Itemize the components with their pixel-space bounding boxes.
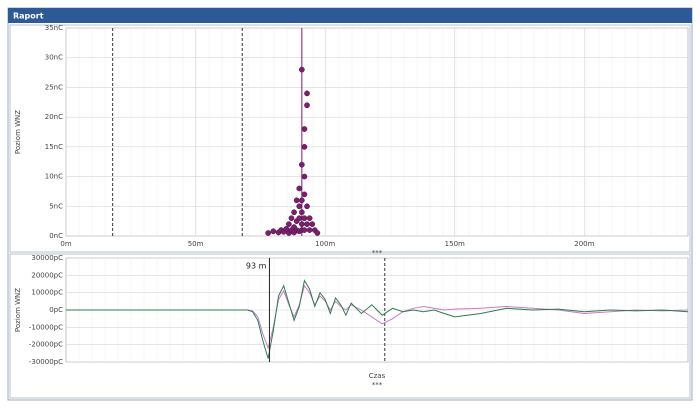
y-tick-label: 10000pC — [31, 289, 63, 297]
data-point — [291, 209, 297, 216]
data-point — [296, 215, 303, 222]
x-caption: *** — [372, 381, 383, 389]
marker-label: 93 m — [246, 262, 267, 271]
x-axis-label: Czas — [369, 372, 386, 380]
series-line — [66, 279, 689, 359]
data-point — [288, 215, 295, 222]
data-point — [298, 161, 305, 168]
y-tick-label: 0pC — [49, 306, 63, 314]
title-bar — [8, 8, 692, 23]
series-line — [66, 284, 689, 350]
data-point — [304, 203, 310, 210]
y-tick-label: -20000pC — [29, 341, 63, 349]
data-point — [296, 185, 303, 192]
y-tick-label: 20nC — [45, 113, 63, 121]
data-point — [298, 197, 305, 204]
plot-area — [65, 27, 689, 237]
data-point — [314, 230, 321, 236]
data-point — [296, 203, 303, 210]
data-point — [265, 230, 271, 236]
data-point — [286, 221, 292, 227]
data-point — [304, 90, 310, 97]
data-point — [301, 191, 308, 198]
data-point — [304, 102, 310, 109]
y-tick-label: 30nC — [45, 54, 63, 62]
x-tick-label: 200m — [574, 240, 594, 248]
data-point — [301, 227, 308, 233]
data-point — [306, 215, 313, 222]
data-point — [309, 221, 316, 227]
data-point — [301, 173, 308, 180]
data-point — [270, 228, 277, 235]
data-point — [301, 144, 308, 150]
data-point — [298, 66, 305, 73]
y-tick-label: 20000pC — [31, 271, 63, 279]
y-tick-label: -30000pC — [29, 358, 63, 366]
x-tick-label: 150m — [445, 240, 465, 248]
y-tick-label: 10nC — [45, 173, 63, 181]
data-point — [301, 126, 308, 132]
x-caption: *** — [372, 249, 383, 257]
y-tick-label: 35nC — [45, 24, 63, 32]
y-tick-label: -10000pC — [29, 323, 63, 331]
window-title: Raport — [13, 12, 44, 21]
y-axis-label: Poziom WNZ — [14, 288, 22, 332]
data-point — [301, 215, 308, 222]
x-tick-label: 50m — [188, 240, 204, 248]
y-tick-label: 25nC — [45, 83, 63, 91]
x-tick-label: 100m — [315, 240, 335, 248]
data-point — [306, 227, 313, 233]
x-tick-label: 0m — [60, 240, 71, 248]
y-tick-label: 5nC — [49, 202, 63, 210]
data-point — [298, 209, 305, 216]
data-point — [298, 221, 305, 227]
data-point — [304, 221, 310, 227]
y-tick-label: 0nC — [49, 232, 63, 240]
y-tick-label: 15nC — [45, 143, 63, 151]
y-tick-label: 30000pC — [31, 254, 63, 262]
data-point — [293, 197, 300, 204]
panel-bottom — [9, 253, 691, 399]
panel-top — [9, 24, 691, 253]
y-axis-label: Poziom WNZ — [14, 110, 22, 154]
